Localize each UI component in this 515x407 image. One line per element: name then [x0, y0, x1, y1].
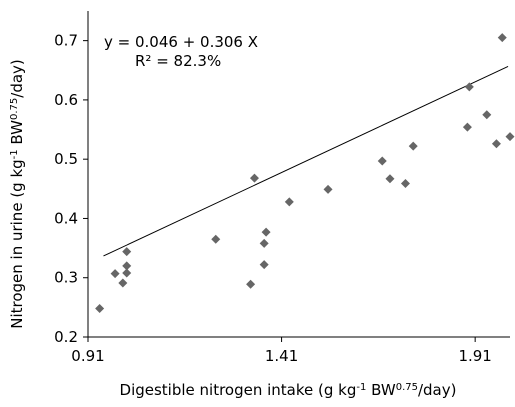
data-point: [462, 122, 472, 132]
data-point: [118, 278, 128, 288]
x-axis-title-part: BW: [366, 381, 396, 399]
y-axis-title-superscript: -1: [9, 149, 20, 159]
regression-equation: y = 0.046 + 0.306 X: [104, 33, 258, 51]
data-point: [259, 260, 269, 270]
data-point: [385, 174, 395, 184]
y-tick-label: 0.7: [54, 32, 78, 50]
data-point: [246, 279, 256, 289]
y-axis-title-part: Nitrogen in urine (g kg: [8, 159, 26, 328]
y-axis-title-part: /day): [8, 59, 26, 98]
y-tick-label: 0.3: [54, 269, 78, 287]
x-axis-title-superscript: -1: [356, 382, 366, 393]
data-point: [122, 268, 132, 278]
x-tick-label: 0.91: [71, 347, 104, 365]
data-point: [323, 184, 333, 194]
y-tick-label: 0.5: [54, 150, 78, 168]
data-point: [377, 156, 387, 166]
data-point: [122, 261, 132, 271]
y-tick-label: 0.6: [54, 91, 78, 109]
x-axis-title-part: Digestible nitrogen intake (g kg: [120, 381, 357, 399]
r-squared-label: R² = 82.3%: [135, 52, 221, 70]
y-axis-title-superscript: 0.75: [9, 98, 20, 120]
data-point: [482, 110, 492, 120]
data-point: [211, 234, 221, 244]
x-axis-title-superscript: 0.75: [396, 382, 418, 393]
data-point: [261, 227, 271, 237]
data-point: [400, 178, 410, 188]
data-point: [408, 141, 418, 151]
data-point: [491, 139, 501, 149]
data-point: [249, 173, 259, 183]
data-point: [497, 33, 507, 43]
data-point: [284, 197, 294, 207]
data-point: [122, 247, 132, 257]
y-axis-title: Nitrogen in urine (g kg-1 BW0.75/day): [8, 59, 26, 329]
regression-line: [103, 65, 509, 257]
data-points: [95, 33, 515, 314]
y-axis-ticks: 0.2 0.3 0.4 0.5 0.6 0.7: [54, 32, 88, 346]
data-point: [110, 269, 120, 279]
data-point: [95, 304, 105, 314]
y-tick-label: 0.2: [54, 328, 78, 346]
x-tick-label: 1.41: [265, 347, 298, 365]
y-tick-label: 0.4: [54, 209, 78, 227]
axes: [87, 11, 510, 338]
data-point: [505, 132, 515, 142]
y-axis-title-part: BW: [8, 120, 26, 150]
x-axis-ticks: 0.91 1.41 1.91: [71, 337, 492, 365]
data-point: [464, 82, 474, 92]
x-axis-title: Digestible nitrogen intake (g kg-1 BW0.7…: [120, 381, 457, 399]
data-point: [259, 238, 269, 248]
x-tick-label: 1.91: [458, 347, 491, 365]
x-axis-title-part: /day): [418, 381, 457, 399]
